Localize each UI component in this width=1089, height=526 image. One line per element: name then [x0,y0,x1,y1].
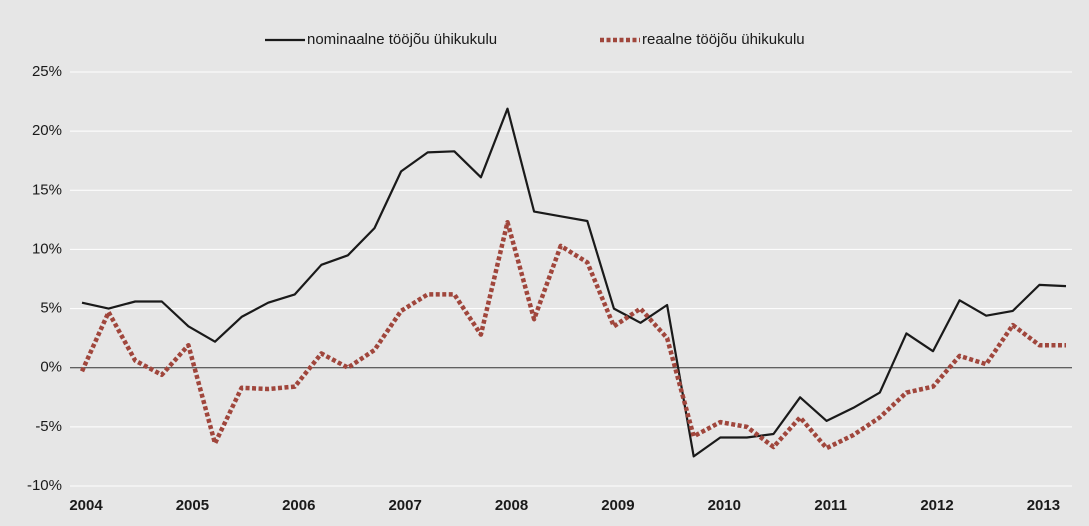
x-tick-label: 2004 [69,497,103,514]
x-tick-label: 2012 [920,497,953,514]
series-line [79,219,1066,451]
x-tick-label: 2008 [495,497,528,514]
y-tick-label: 25% [32,63,62,80]
x-tick-label: 2009 [601,497,634,514]
x-tick-label: 2013 [1027,497,1060,514]
legend-label: reaalne tööjõu ühikukulu [642,31,805,48]
y-tick-label: 20% [32,122,62,139]
y-tick-label: 5% [40,300,62,317]
legend-label: nominaalne tööjõu ühikukulu [307,31,497,48]
x-tick-label: 2006 [282,497,315,514]
y-tick-label: -5% [35,418,62,435]
x-tick-label: 2011 [814,497,847,514]
y-tick-label: -10% [27,477,62,494]
y-tick-label: 10% [32,240,62,257]
series-line [81,107,1067,458]
y-tick-label: 15% [32,181,62,198]
y-tick-label: 0% [40,359,62,376]
x-tick-label: 2007 [388,497,421,514]
x-tick-label: 2005 [176,497,209,514]
x-tick-label: 2010 [708,497,741,514]
